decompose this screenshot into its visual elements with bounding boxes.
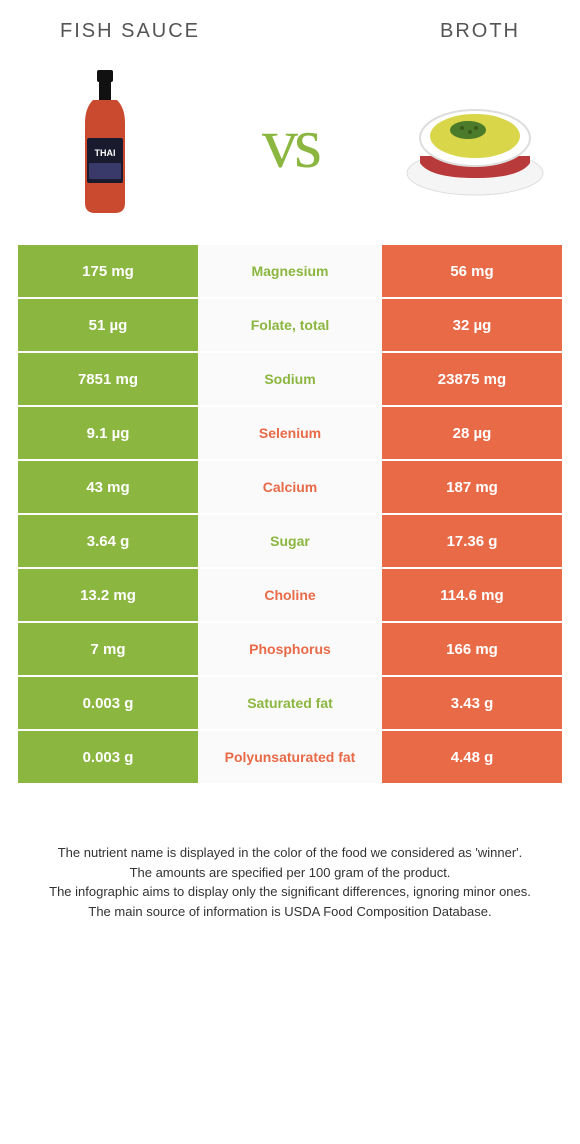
nutrient-label-cell: Saturated fat (198, 677, 382, 729)
nutrient-label-cell: Sugar (198, 515, 382, 567)
table-row: 175 mgMagnesium56 mg (18, 243, 562, 297)
comparison-table: 175 mgMagnesium56 mg51 µgFolate, total32… (0, 243, 580, 783)
right-value-cell: 3.43 g (382, 677, 562, 729)
header-right-title: Broth (440, 20, 520, 43)
left-value-cell: 51 µg (18, 299, 198, 351)
footer-line-4: The main source of information is USDA F… (30, 902, 550, 922)
left-value-cell: 0.003 g (18, 677, 198, 729)
right-value-cell: 166 mg (382, 623, 562, 675)
table-row: 0.003 gSaturated fat3.43 g (18, 675, 562, 729)
left-value-cell: 175 mg (18, 245, 198, 297)
footer-notes: The nutrient name is displayed in the co… (0, 783, 580, 941)
table-row: 7851 mgSodium23875 mg (18, 351, 562, 405)
nutrient-label-cell: Folate, total (198, 299, 382, 351)
nutrient-label-cell: Selenium (198, 407, 382, 459)
left-value-cell: 7 mg (18, 623, 198, 675)
nutrient-label-cell: Calcium (198, 461, 382, 513)
table-row: 51 µgFolate, total32 µg (18, 297, 562, 351)
right-value-cell: 187 mg (382, 461, 562, 513)
table-row: 7 mgPhosphorus166 mg (18, 621, 562, 675)
svg-text:THAI: THAI (95, 148, 116, 158)
header: Fish sauce Broth (0, 0, 580, 53)
left-value-cell: 3.64 g (18, 515, 198, 567)
fish-sauce-image: THAI (30, 68, 180, 218)
right-value-cell: 114.6 mg (382, 569, 562, 621)
nutrient-label-cell: Choline (198, 569, 382, 621)
footer-line-1: The nutrient name is displayed in the co… (30, 843, 550, 863)
table-row: 0.003 gPolyunsaturated fat4.48 g (18, 729, 562, 783)
left-value-cell: 0.003 g (18, 731, 198, 783)
vs-text: vs (262, 102, 318, 185)
right-value-cell: 17.36 g (382, 515, 562, 567)
broth-image (400, 68, 550, 218)
left-value-cell: 43 mg (18, 461, 198, 513)
left-value-cell: 7851 mg (18, 353, 198, 405)
right-value-cell: 28 µg (382, 407, 562, 459)
hero-row: THAI vs (0, 53, 580, 243)
left-value-cell: 13.2 mg (18, 569, 198, 621)
table-row: 9.1 µgSelenium28 µg (18, 405, 562, 459)
left-value-cell: 9.1 µg (18, 407, 198, 459)
nutrient-label-cell: Magnesium (198, 245, 382, 297)
nutrient-label-cell: Phosphorus (198, 623, 382, 675)
nutrient-label-cell: Sodium (198, 353, 382, 405)
table-row: 3.64 gSugar17.36 g (18, 513, 562, 567)
right-value-cell: 23875 mg (382, 353, 562, 405)
right-value-cell: 32 µg (382, 299, 562, 351)
table-row: 43 mgCalcium187 mg (18, 459, 562, 513)
header-left-title: Fish sauce (60, 20, 200, 43)
right-value-cell: 4.48 g (382, 731, 562, 783)
nutrient-label-cell: Polyunsaturated fat (198, 731, 382, 783)
footer-line-3: The infographic aims to display only the… (30, 882, 550, 902)
right-value-cell: 56 mg (382, 245, 562, 297)
table-row: 13.2 mgCholine114.6 mg (18, 567, 562, 621)
footer-line-2: The amounts are specified per 100 gram o… (30, 863, 550, 883)
